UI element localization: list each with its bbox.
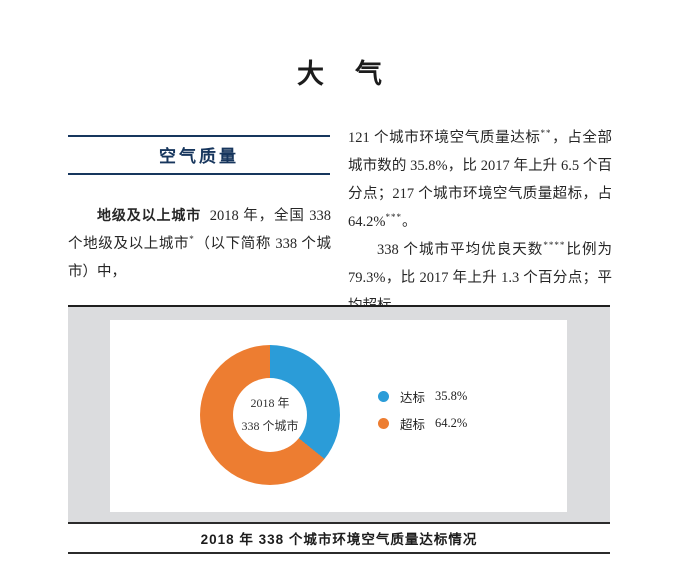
paragraph-text: 2018 年，全国 338 个地级及以上城市 bbox=[68, 208, 332, 252]
footnote-marker: *** bbox=[385, 212, 402, 223]
paragraph: 地级及以上城市 2018 年，全国 338 个地级及以上城市*（以下简称 338 … bbox=[68, 201, 331, 286]
legend-item-exceeding: 超标 64.2% bbox=[378, 410, 467, 437]
footnote-marker: **** bbox=[543, 240, 566, 251]
air-quality-figure: 2018 年 338 个城市 达标 35.8% 超标 64.2% 2018 年 … bbox=[68, 305, 610, 554]
right-text-column: 121 个城市环境空气质量达标**，占全部城市数的 35.8%，比 2017 年… bbox=[348, 124, 612, 320]
paragraph-text: 338 个城市平均优良天数 bbox=[377, 242, 544, 258]
legend-label: 超标 bbox=[400, 418, 426, 432]
legend-item-compliant: 达标 35.8% bbox=[378, 383, 467, 410]
paragraph-text: （以下简称 338 个城市）中， bbox=[68, 236, 332, 280]
center-label-line2: 338 个城市 bbox=[241, 419, 299, 433]
legend-value: 64.2% bbox=[435, 416, 468, 430]
legend-value: 35.8% bbox=[435, 389, 468, 403]
chart-area: 2018 年 338 个城市 达标 35.8% 超标 64.2% bbox=[68, 305, 610, 522]
section-header-air-quality: 空气质量 bbox=[68, 135, 330, 175]
page-title: 大 气 bbox=[297, 59, 384, 89]
chart-panel: 2018 年 338 个城市 达标 35.8% 超标 64.2% bbox=[110, 320, 567, 512]
paragraph-text: ，占全部城市数的 35.8%，比 2017 年上升 6.5 个百分点；217 个… bbox=[348, 130, 612, 230]
footnote-marker: * bbox=[189, 234, 195, 245]
paragraph: 121 个城市环境空气质量达标**，占全部城市数的 35.8%，比 2017 年… bbox=[348, 124, 612, 236]
center-label-line1: 2018 年 bbox=[250, 396, 290, 411]
donut-chart: 2018 年 338 个城市 bbox=[200, 345, 340, 485]
legend-dot-icon bbox=[378, 418, 389, 429]
paragraph-text: 。 bbox=[401, 214, 417, 230]
legend-dot-icon bbox=[378, 391, 389, 402]
left-text-column: 地级及以上城市 2018 年，全国 338 个地级及以上城市*（以下简称 338 … bbox=[68, 201, 331, 286]
paragraph-lead: 地级及以上城市 bbox=[97, 207, 202, 223]
figure-caption: 2018 年 338 个城市环境空气质量达标情况 bbox=[68, 522, 610, 554]
chart-legend: 达标 35.8% 超标 64.2% bbox=[378, 383, 467, 437]
paragraph-text: 121 个城市环境空气质量达标 bbox=[348, 130, 541, 146]
donut-center-label: 2018 年 338 个城市 bbox=[233, 378, 307, 452]
legend-label: 达标 bbox=[400, 391, 426, 405]
footnote-marker: ** bbox=[540, 128, 552, 139]
